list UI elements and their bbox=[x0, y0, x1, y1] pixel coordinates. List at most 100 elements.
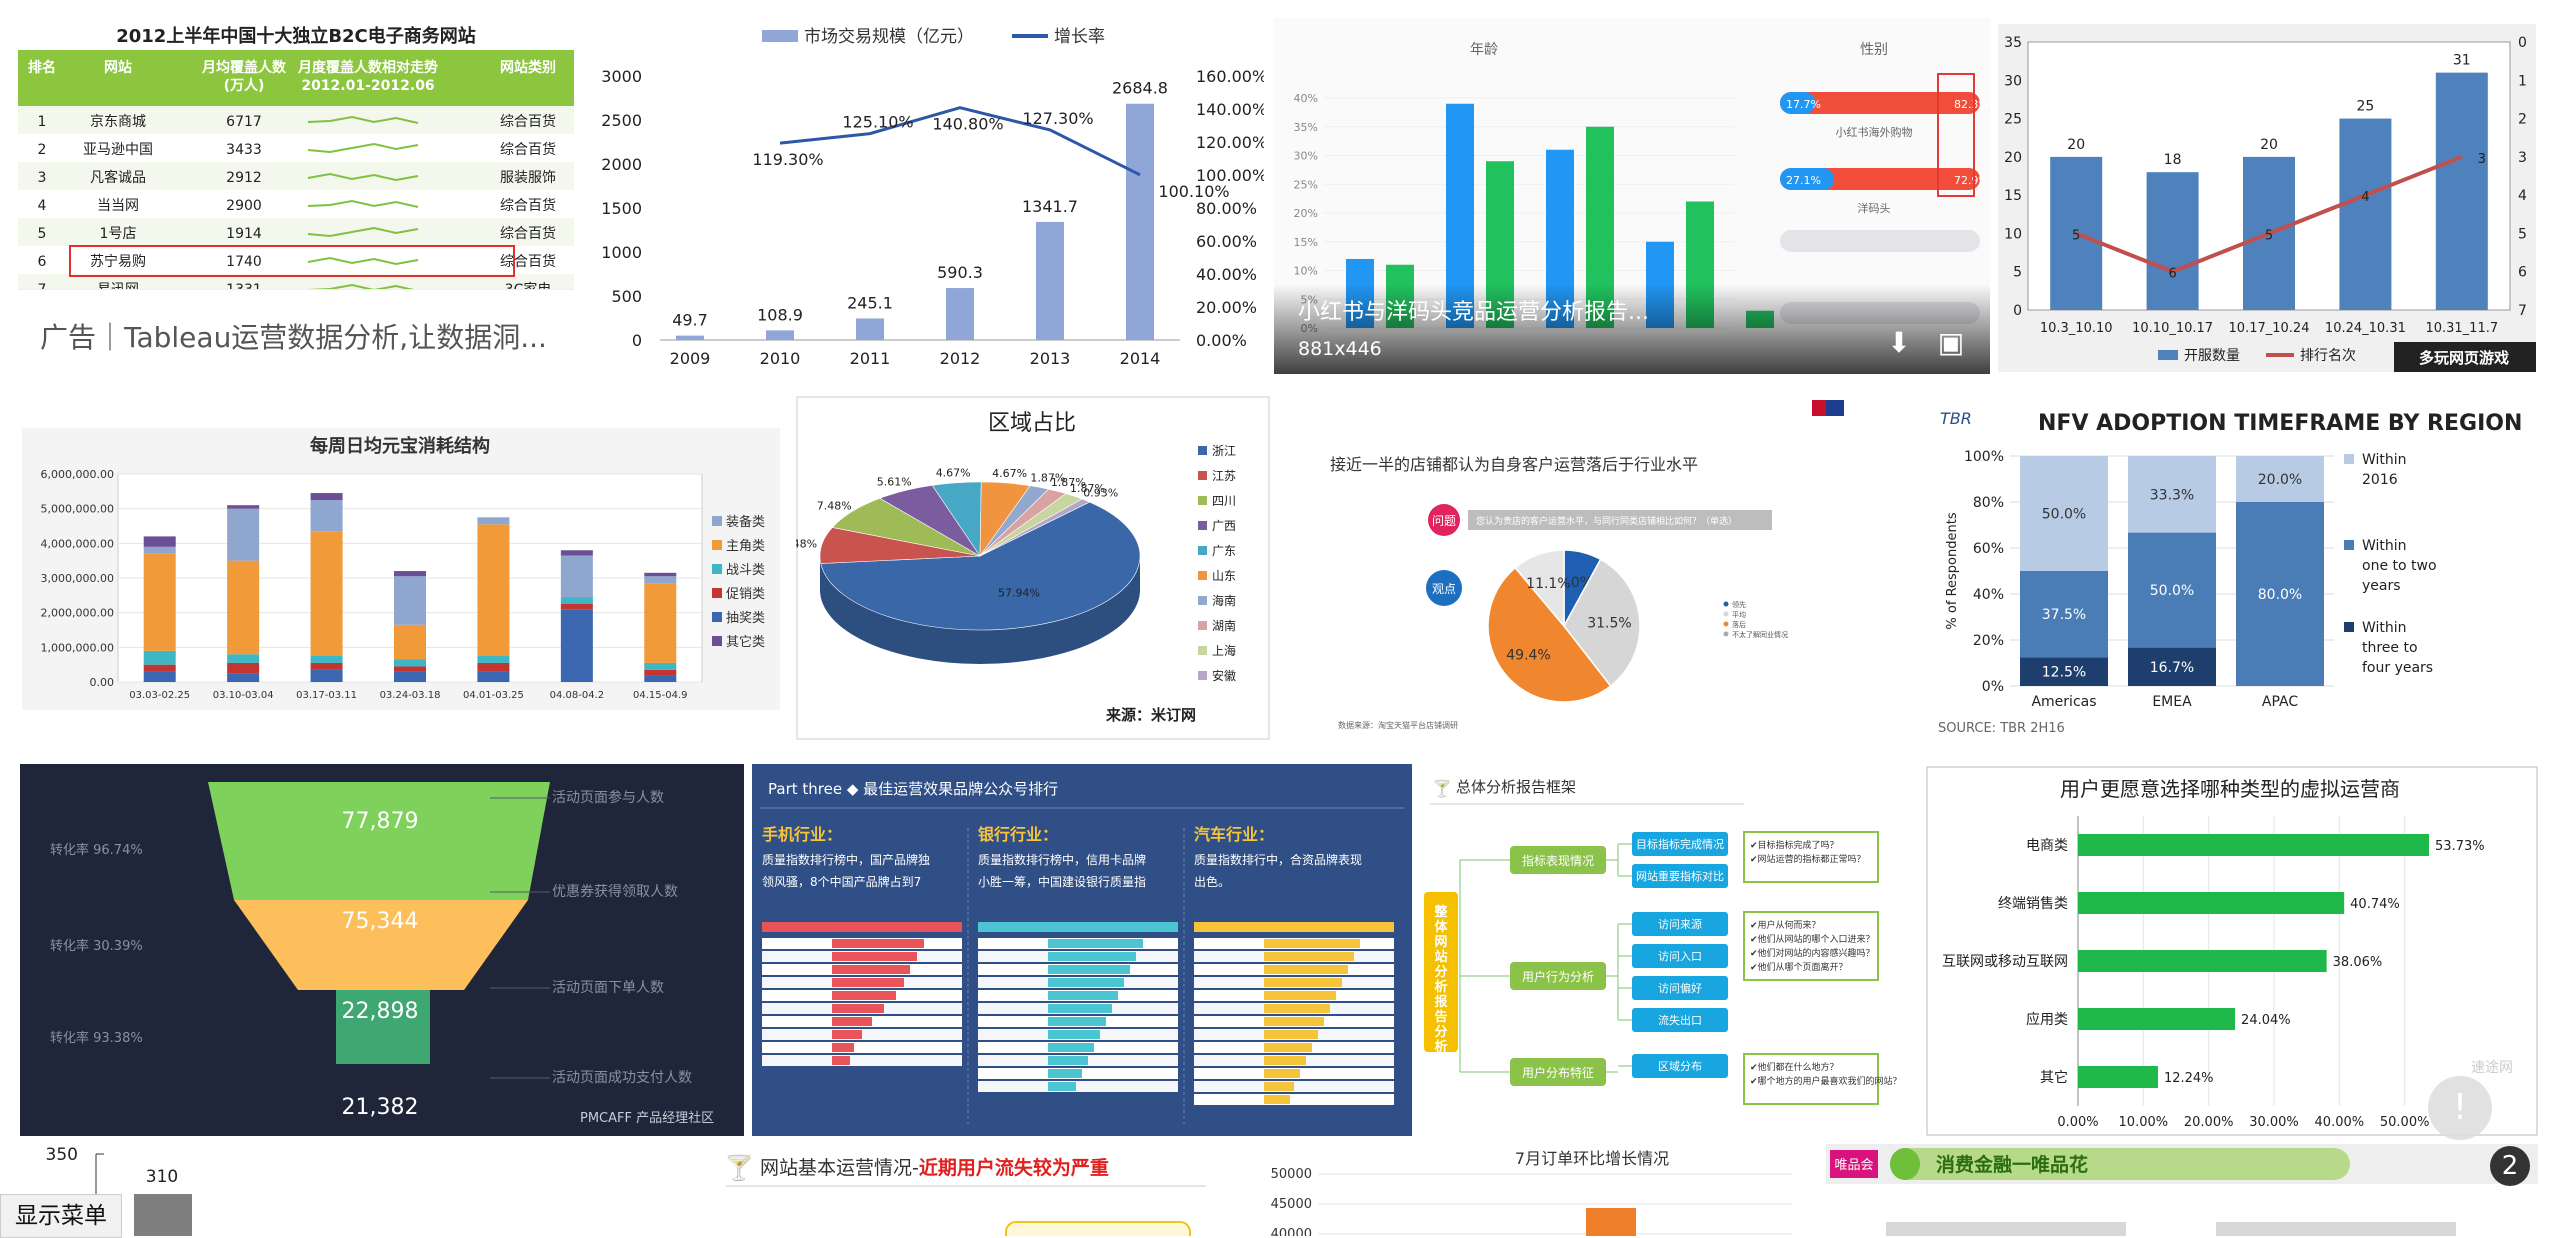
branch-label: 用户分布特征 bbox=[1522, 1065, 1594, 1080]
y-tick: 80% bbox=[1973, 495, 2004, 511]
slice-label: 7.48% bbox=[817, 499, 852, 512]
tile-partial-order[interactable]: 7月订单环比增长情况 50000 45000 40000 bbox=[1232, 1146, 1802, 1236]
caption-title[interactable]: 小红书与洋码头竞品运营分析报告... bbox=[1298, 300, 1649, 325]
help-icon[interactable]: ! bbox=[2428, 1076, 2492, 1140]
tile-partial-ops[interactable]: 🍸 网站基本运营情况-近期用户流失较为严重 bbox=[716, 1146, 1220, 1236]
rank-bar bbox=[832, 1030, 862, 1039]
line-label: 3 bbox=[2478, 152, 2486, 167]
rank-bar bbox=[1264, 939, 1360, 948]
x-tick: 2010 bbox=[760, 349, 801, 368]
trend-sparkline bbox=[307, 115, 419, 124]
tile-brand-ranking[interactable]: Part three ◆ 最佳运营效果品牌公众号排行 手机行业： 质量指数排行榜中，… bbox=[752, 764, 1412, 1136]
rank-bar bbox=[1264, 1043, 1312, 1052]
show-menu-button[interactable]: 显示菜单 bbox=[0, 1194, 122, 1238]
bar bbox=[2078, 950, 2327, 972]
slide-title: 接近一半的店铺都认为自身客户运营落后于行业水平 bbox=[1330, 455, 1698, 474]
leaf-label: 访问偏好 bbox=[1658, 981, 1702, 995]
tile-nfv-chart[interactable]: NFV ADOPTION TIMEFRAME BY REGION TBR 100%… bbox=[1934, 398, 2538, 742]
segment-label: 16.7% bbox=[2150, 660, 2194, 676]
tile-xiaohongshu[interactable]: 年龄 性别 40%35%30%25%20%15%10%5%0%17.7%82.3… bbox=[1274, 18, 1990, 374]
x-tick: 2014 bbox=[1120, 349, 1161, 368]
x-tick: 2013 bbox=[1030, 349, 1071, 368]
legend-label: 浙江 bbox=[1212, 444, 1236, 458]
chart-source: 数据来源：淘宝天猫平台店铺调研 bbox=[1338, 720, 1458, 730]
expand-icon[interactable]: ▣ bbox=[1937, 326, 1965, 359]
tile-yuanbao-chart[interactable]: 每周日均元宝消耗结构 6,000,000.00 5,000,000.00 4,000… bbox=[22, 428, 780, 710]
stack-segment bbox=[644, 572, 677, 577]
bar-label: 20 bbox=[2067, 137, 2085, 153]
tile-b2c-table[interactable]: 2012上半年中国十大独立B2C电子商务网站 排名 网站 月均覆盖人数 (万人) 月度覆… bbox=[18, 18, 574, 374]
rank-bar bbox=[1048, 1004, 1112, 1013]
bar bbox=[2339, 118, 2392, 310]
page-number-badge[interactable]: 2 bbox=[2490, 1146, 2530, 1186]
ad-bar[interactable]: 广告｜Tableau运营数据分析,让数据洞... bbox=[18, 289, 574, 374]
tile-framework[interactable]: 🍸 总体分析报告框架整体网站分析报告分析架构指标表现情况 目标指标完成情况 网站重要指… bbox=[1420, 768, 1906, 1136]
tile-operator-bar[interactable]: 用户更愿意选择哪种类型的虚拟运营商 0.00% 10.00% 20.00% 30.00… bbox=[1926, 766, 2538, 1136]
stack-segment bbox=[310, 493, 343, 500]
legend-swatch bbox=[2344, 454, 2354, 464]
slice-label: 5.61% bbox=[877, 476, 912, 489]
rank-bar bbox=[832, 1056, 850, 1065]
tile-region-pie[interactable]: 区域占比 57.94%7.48%7.48%5.61%4.67%4.67%1.87… bbox=[796, 396, 1270, 740]
category-cell: 综合百货 bbox=[500, 197, 556, 214]
y-tick: 10% bbox=[1294, 265, 1318, 278]
rank-bar bbox=[1264, 1030, 1318, 1039]
column-title: 汽车行业： bbox=[1194, 825, 1274, 844]
root-label: 站 bbox=[1434, 949, 1447, 965]
rank-bar bbox=[1264, 1017, 1324, 1026]
legend-label: 2016 bbox=[2362, 472, 2398, 488]
stack-segment bbox=[310, 500, 343, 532]
stack-segment bbox=[143, 650, 176, 665]
gender-bar bbox=[1780, 92, 1816, 114]
stack-segment bbox=[394, 576, 426, 625]
line-label: 5 bbox=[2265, 228, 2273, 243]
tile-market-chart[interactable]: 市场交易规模（亿元） 增长率 3000 2500 2000 1500 1000 500 0 1… bbox=[600, 18, 1264, 374]
rank-line bbox=[2075, 154, 2463, 274]
download-icon[interactable]: ⬇ bbox=[1887, 326, 1911, 359]
y-tick: 应用类 bbox=[2026, 1011, 2068, 1028]
rank-bar bbox=[1048, 952, 1136, 961]
stack-segment bbox=[227, 508, 260, 561]
legend-label: 促销类 bbox=[726, 587, 765, 602]
column-title: 手机行业： bbox=[762, 825, 842, 844]
legend-swatch bbox=[712, 540, 722, 550]
legend-swatch bbox=[2344, 622, 2354, 632]
table-row bbox=[18, 246, 574, 274]
gender-name: 小红书海外购物 bbox=[1836, 125, 1913, 139]
stage-label: 活动页面参与人数 bbox=[552, 789, 664, 806]
tile-funnel[interactable]: 77,879 75,344 22,898 21,382 转化率 96.74% 转化率 30… bbox=[20, 764, 744, 1136]
y-tick: 1500 bbox=[601, 199, 642, 218]
pie-slice bbox=[979, 498, 1091, 557]
rank-bar bbox=[1264, 991, 1336, 1000]
x-tick: 10.3_10.10 bbox=[2040, 321, 2113, 336]
y-tick: 45000 bbox=[1271, 1197, 1312, 1212]
legend-label: 平均 bbox=[1732, 610, 1746, 619]
stack-segment bbox=[560, 609, 593, 682]
note-box bbox=[1743, 911, 1879, 981]
y2-tick: 120.00% bbox=[1196, 133, 1264, 152]
slice-label: 49.4% bbox=[1506, 648, 1550, 664]
legend-swatch bbox=[1198, 621, 1207, 630]
y2-tick: 2 bbox=[2518, 112, 2527, 128]
x-tick: 2012 bbox=[940, 349, 981, 368]
tile-store-pie[interactable]: 接近一半的店铺都认为自身客户运营落后于行业水平 问题 您认为贵店的客户运营水平，与… bbox=[1302, 398, 1896, 738]
y-tick: 30% bbox=[1294, 150, 1318, 163]
tile-partial-vip[interactable]: 唯品会 消费金融一唯品花 bbox=[1826, 1144, 2538, 1236]
legend-label: 江苏 bbox=[1212, 469, 1236, 483]
rank-bar bbox=[832, 1004, 884, 1013]
note-text: ✔哪个地方的用户最喜欢我们的网站？ bbox=[1750, 1075, 1902, 1087]
stack-segment bbox=[644, 675, 677, 682]
y-tick: 20% bbox=[1294, 207, 1318, 220]
slice-label: 1.87% bbox=[1030, 472, 1065, 485]
pie-slice bbox=[1514, 549, 1565, 629]
chart-title: NFV ADOPTION TIMEFRAME BY REGION bbox=[2038, 411, 2522, 436]
tile-server-chart[interactable]: 35 30 25 20 15 10 5 0 0 1 2 3 4 5 6 7 20 10.3_10.10 18 10.1… bbox=[1998, 24, 2536, 372]
bar-label: 40.74% bbox=[2350, 897, 2400, 912]
legend-swatch bbox=[1198, 646, 1207, 655]
users-cell: 6717 bbox=[226, 114, 262, 130]
stack-segment bbox=[2128, 647, 2216, 686]
y2-tick: 20.00% bbox=[1196, 298, 1257, 317]
ad-text[interactable]: 广告｜Tableau运营数据分析,让数据洞... bbox=[40, 321, 547, 354]
users-cell: 1914 bbox=[226, 226, 262, 242]
slide-header: Part three ◆ 最佳运营效果品牌公众号排行 bbox=[768, 780, 1058, 798]
